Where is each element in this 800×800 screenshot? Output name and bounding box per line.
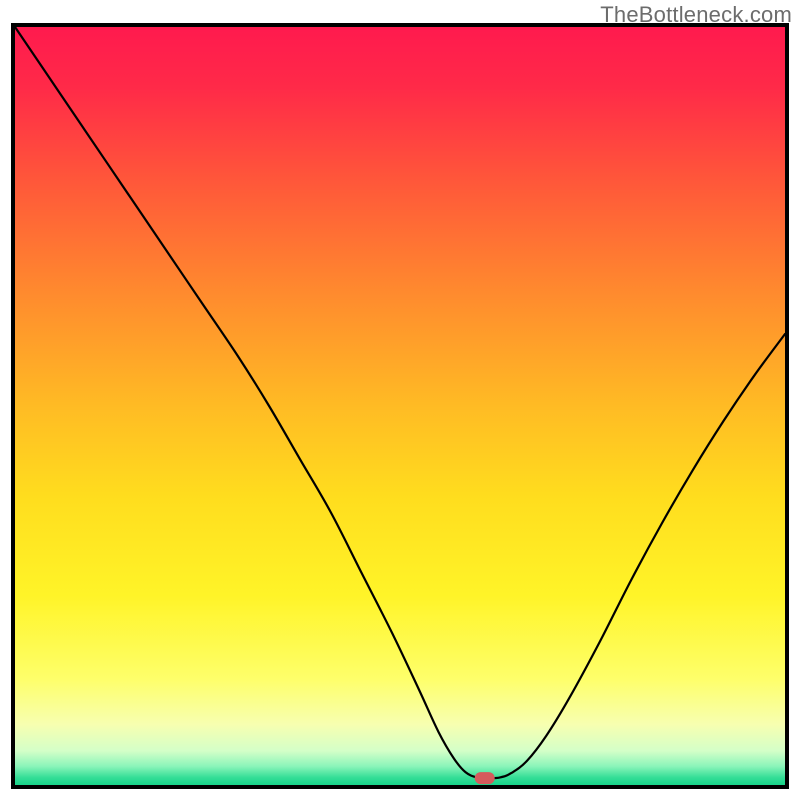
bottleneck-chart	[0, 0, 800, 800]
watermark-text: TheBottleneck.com	[600, 2, 792, 28]
chart-frame: TheBottleneck.com	[0, 0, 800, 800]
optimal-marker	[475, 772, 495, 784]
plot-background	[15, 27, 785, 785]
